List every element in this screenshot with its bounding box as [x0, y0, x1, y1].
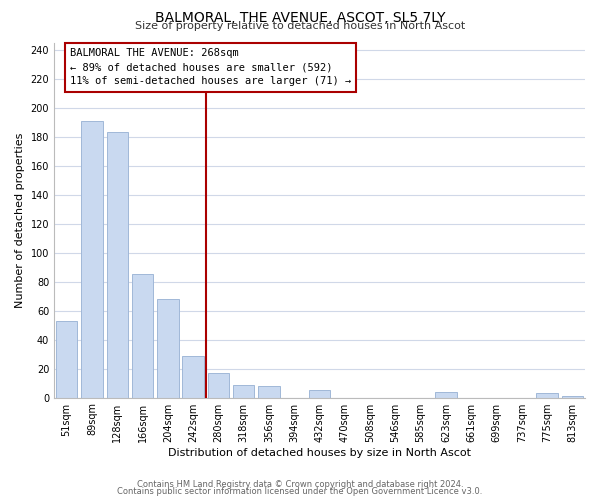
Y-axis label: Number of detached properties: Number of detached properties [15, 132, 25, 308]
Bar [258, 386, 280, 398]
Bar [208, 373, 229, 398]
X-axis label: Distribution of detached houses by size in North Ascot: Distribution of detached houses by size … [168, 448, 471, 458]
Text: BALMORAL, THE AVENUE, ASCOT, SL5 7LY: BALMORAL, THE AVENUE, ASCOT, SL5 7LY [155, 11, 445, 25]
Bar [81, 121, 103, 398]
Bar [309, 390, 330, 398]
Text: Contains public sector information licensed under the Open Government Licence v3: Contains public sector information licen… [118, 487, 482, 496]
Bar [536, 393, 558, 398]
Bar [435, 392, 457, 398]
Text: Size of property relative to detached houses in North Ascot: Size of property relative to detached ho… [135, 21, 465, 31]
Bar [157, 299, 179, 398]
Text: BALMORAL THE AVENUE: 268sqm
← 89% of detached houses are smaller (592)
11% of se: BALMORAL THE AVENUE: 268sqm ← 89% of det… [70, 48, 351, 86]
Bar [56, 321, 77, 398]
Bar [233, 384, 254, 398]
Bar [562, 396, 583, 398]
Bar [107, 132, 128, 398]
Bar [132, 274, 153, 398]
Text: Contains HM Land Registry data © Crown copyright and database right 2024.: Contains HM Land Registry data © Crown c… [137, 480, 463, 489]
Bar [182, 356, 204, 398]
